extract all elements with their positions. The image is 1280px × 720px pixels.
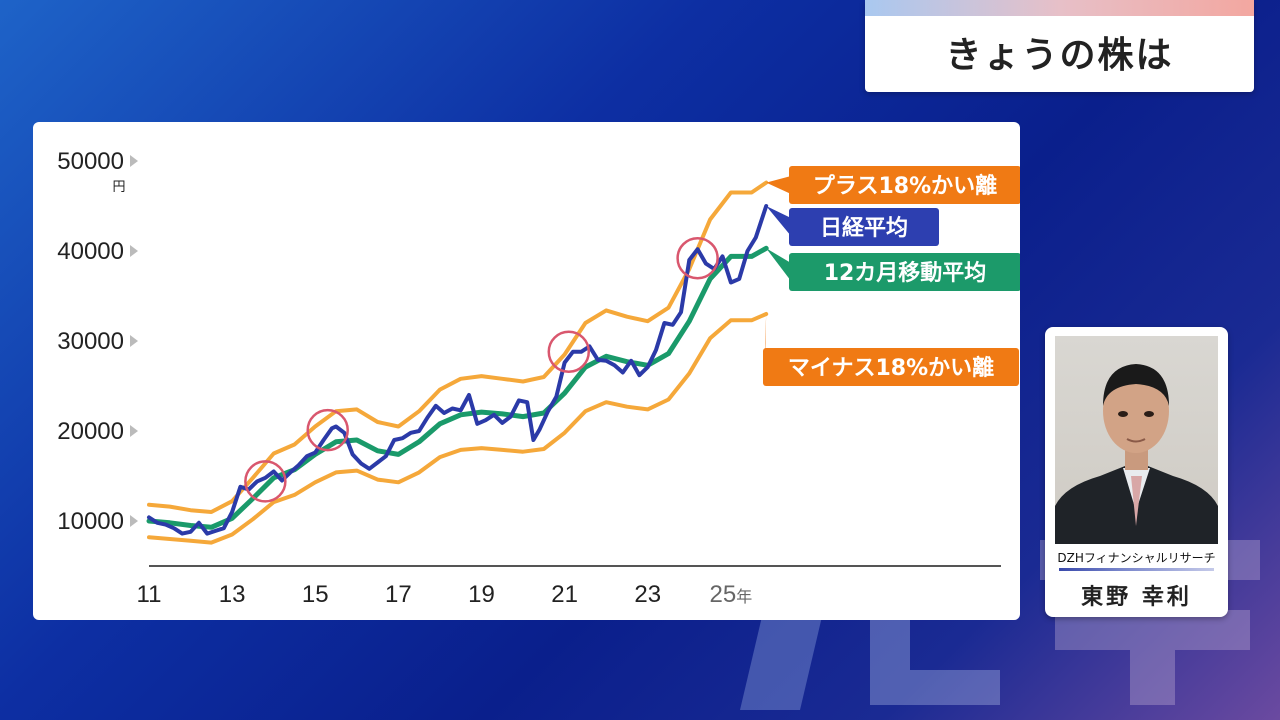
x-tick-label: 17 — [385, 581, 412, 608]
y-tick-label: 50000 — [57, 148, 124, 175]
chart-panel: 10000 20000 30000 40000 50000 円 11 13 15 17 19 21 23… — [33, 122, 1020, 620]
highlight-circle — [547, 330, 591, 374]
series-line-nikkei — [147, 204, 769, 536]
y-tick-arrow — [130, 155, 138, 167]
series-label-box — [789, 208, 939, 246]
y-tick-arrow — [130, 425, 138, 437]
highlight-circle — [244, 460, 287, 503]
y-tick-label: 30000 — [57, 328, 124, 355]
guest-name: 東野 幸利 — [1081, 585, 1192, 610]
x-tick-suffix: 年 — [736, 588, 752, 606]
guest-photo — [1055, 336, 1218, 544]
x-tick-label: 13 — [219, 581, 246, 608]
series-label-box — [789, 166, 1020, 204]
x-tick-label: 15 — [302, 581, 329, 608]
series-label-box — [789, 253, 1020, 291]
highlight-circle — [306, 408, 349, 452]
affiliation-underline — [1059, 568, 1214, 571]
y-tick-arrow — [130, 335, 138, 347]
person-silhouette — [1055, 364, 1218, 544]
x-tick-label: 19 — [468, 581, 495, 608]
x-tick-label: 11 — [137, 581, 162, 608]
guest-affiliation: DZHフィナンシャルリサーチ — [1057, 551, 1216, 565]
series-line-minus — [147, 312, 769, 545]
series-label-box — [763, 348, 1019, 386]
title-accent-stripe — [865, 0, 1254, 16]
label-pointer — [766, 176, 791, 194]
series-label-text: 日経平均 — [820, 215, 908, 241]
label-pointer — [766, 206, 791, 236]
guest-profile-card: DZHフィナンシャルリサーチ 東野 幸利 — [1045, 327, 1228, 617]
y-tick-label: 40000 — [57, 238, 124, 265]
x-tick-label: 21 — [551, 581, 578, 608]
series-label-text: マイナス18%かい離 — [788, 355, 994, 381]
series-line-plus — [147, 180, 769, 514]
highlight-circle — [676, 236, 719, 280]
segment-title: きょうの株は — [945, 35, 1174, 76]
x-tick-label: 23 — [634, 581, 661, 608]
y-tick-label: 10000 — [57, 508, 124, 535]
y-tick-arrow — [130, 245, 138, 257]
y-unit-label: 円 — [112, 180, 125, 195]
nikkei-chart: 10000 20000 30000 40000 50000 円 11 13 15 17 19 21 23… — [57, 148, 1020, 608]
x-tick-label: 25年 — [709, 581, 752, 608]
series-label-text: プラス18%かい離 — [813, 173, 997, 199]
y-tick-arrow — [130, 515, 138, 527]
y-tick-label: 20000 — [57, 418, 124, 445]
segment-title-box: きょうの株は — [865, 0, 1254, 92]
label-pointer — [766, 248, 791, 281]
series-label-text: 12カ月移動平均 — [824, 260, 987, 286]
